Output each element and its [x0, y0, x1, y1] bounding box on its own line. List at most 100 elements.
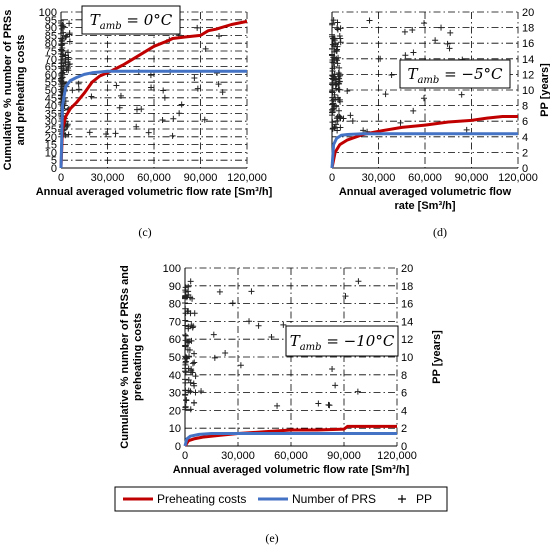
- x-axis-label: Annual averaged volumetric flow: [339, 186, 512, 198]
- x-axis-label: Annual averaged volumetric flow rate [Sm…: [173, 464, 410, 476]
- pp-marker: [337, 124, 344, 131]
- x-tick-label: 90,000: [184, 172, 218, 184]
- y-right-tick-label: 0: [401, 441, 407, 453]
- pp-marker: [189, 360, 196, 367]
- y-right-tick-label: 4: [522, 132, 528, 144]
- pp-marker: [402, 52, 409, 59]
- pp-marker: [192, 389, 199, 396]
- pp-marker: [216, 33, 223, 40]
- pp-marker: [182, 379, 189, 386]
- y-left-axis-label: preheating costs: [132, 313, 144, 401]
- pp-marker: [432, 37, 439, 44]
- y-right-tick-label: 14: [522, 54, 534, 66]
- y-right-tick-label: 6: [401, 388, 407, 400]
- pp-marker: [188, 337, 195, 344]
- y-right-tick-label: 4: [401, 405, 407, 417]
- pp-marker: [377, 55, 384, 62]
- y-right-axis-label: PP [years]: [431, 330, 443, 384]
- pp-marker: [420, 95, 427, 102]
- pp-marker: [183, 355, 190, 362]
- x-tick-label: 90,000: [455, 172, 489, 184]
- pp-marker: [182, 287, 189, 294]
- pp-marker: [59, 69, 66, 76]
- pp-marker: [86, 129, 93, 136]
- pp-marker: [113, 82, 120, 89]
- preheating-costs-line: [330, 115, 518, 169]
- pp-marker: [182, 292, 189, 299]
- temperature-annotation: Tamb = −5°C: [407, 65, 503, 86]
- y-left-tick-label: 85: [45, 30, 57, 42]
- y-right-tick-label: 12: [522, 69, 534, 81]
- pp-marker: [160, 87, 167, 94]
- temperature-annotation: Tamb = 0°C: [90, 11, 173, 32]
- y-left-axis-label: and preheating costs: [15, 35, 27, 146]
- pp-marker: [280, 321, 287, 328]
- y-left-tick-label: 70: [169, 316, 181, 328]
- preheating-costs-line: [59, 19, 248, 169]
- pp-marker: [182, 299, 189, 306]
- pp-marker: [335, 80, 342, 87]
- pp-marker: [63, 33, 70, 40]
- pp-marker: [255, 322, 262, 329]
- pp-marker: [58, 78, 65, 85]
- x-tick-label: 120,000: [227, 172, 267, 184]
- pp-marker: [187, 388, 194, 395]
- pp-marker: [191, 359, 198, 366]
- x-tick-label: 60,000: [137, 172, 171, 184]
- pp-marker: [194, 24, 201, 31]
- pp-marker: [66, 60, 73, 67]
- pp-marker: [336, 33, 343, 40]
- pp-marker: [215, 81, 222, 88]
- pp-marker: [184, 346, 191, 353]
- pp-marker: [237, 362, 244, 369]
- pp-marker: [329, 72, 336, 79]
- pp-marker: [176, 110, 183, 117]
- pp-marker: [329, 45, 336, 52]
- y-left-tick-label: 30: [169, 388, 181, 400]
- y-right-tick-label: 20: [522, 7, 534, 19]
- x-tick-label: 120,000: [498, 172, 538, 184]
- pp-marker: [69, 87, 76, 94]
- pp-marker: [366, 17, 373, 24]
- pp-marker: [331, 103, 338, 110]
- pp-marker: [246, 318, 253, 325]
- pp-marker: [182, 403, 189, 410]
- pp-marker: [340, 115, 347, 122]
- y-left-axis-label: Cumulative % number of PRSs and: [119, 265, 131, 448]
- legend-label: PP: [416, 492, 432, 506]
- pp-marker: [325, 401, 332, 408]
- temperature-box: [285, 325, 399, 357]
- pp-marker: [182, 354, 189, 361]
- y-left-tick-label: 90: [45, 23, 57, 35]
- pp-marker: [355, 278, 362, 285]
- y-left-tick-label: 50: [45, 85, 57, 97]
- pp-marker: [332, 41, 339, 48]
- pp-marker: [248, 288, 255, 295]
- x-tick-label: 60,000: [274, 450, 308, 462]
- pp-marker: [65, 54, 72, 61]
- y-left-tick-label: 25: [45, 124, 57, 136]
- pp-marker: [329, 109, 336, 116]
- y-left-tick-label: 75: [45, 46, 57, 58]
- pp-marker: [201, 116, 208, 123]
- pp-marker: [335, 107, 342, 114]
- pp-marker: [438, 24, 445, 31]
- pp-marker: [222, 350, 229, 357]
- pp-marker: [191, 382, 198, 389]
- pp-marker: [349, 118, 356, 125]
- y-left-tick-label: 60: [169, 334, 181, 346]
- pp-marker: [331, 76, 338, 83]
- pp-marker: [330, 35, 337, 42]
- legend-pp-marker: [398, 495, 406, 503]
- pp-marker: [410, 107, 417, 114]
- x-axis-label: rate [Sm³/h]: [394, 200, 455, 212]
- pp-marker: [409, 26, 416, 33]
- pp-marker: [219, 89, 226, 96]
- x-tick-label: 90,000: [327, 450, 361, 462]
- number-of-prs-line: [59, 69, 247, 169]
- pp-marker: [334, 113, 341, 120]
- y-left-tick-label: 5: [51, 155, 57, 167]
- pp-marker: [183, 396, 190, 403]
- pp-marker: [62, 52, 69, 59]
